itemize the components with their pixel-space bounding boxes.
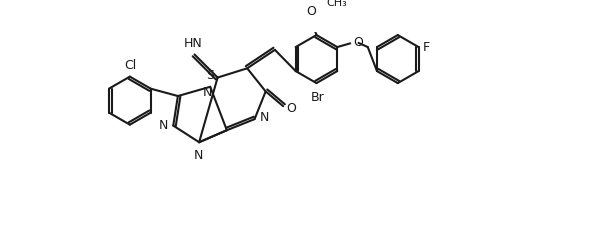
Text: O: O (353, 36, 363, 49)
Text: Br: Br (311, 90, 324, 103)
Text: O: O (306, 5, 316, 18)
Text: N: N (260, 110, 269, 123)
Text: O: O (286, 101, 296, 114)
Text: S: S (206, 69, 214, 81)
Text: HN: HN (184, 37, 203, 50)
Text: Cl: Cl (125, 59, 137, 72)
Text: CH₃: CH₃ (326, 0, 347, 8)
Text: N: N (202, 86, 212, 99)
Text: N: N (193, 149, 203, 162)
Text: F: F (423, 40, 430, 53)
Text: N: N (158, 119, 168, 132)
